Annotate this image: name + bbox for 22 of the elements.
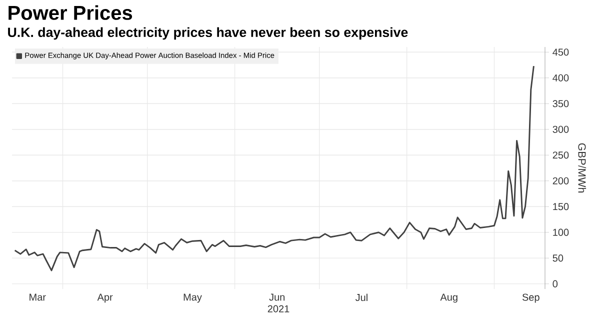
x-axis-title: 2021: [268, 305, 290, 312]
y-tick-label: 100: [553, 228, 569, 236]
y-tick-label: 350: [552, 100, 569, 108]
y-tick-label: 300: [552, 126, 569, 133]
y-tick-label: 400: [552, 74, 569, 82]
chart-title: Power Prices: [8, 5, 132, 20]
y-tick-label: 0: [552, 280, 558, 288]
x-tick-label: Aug: [440, 294, 458, 303]
x-tick-label: May: [184, 294, 202, 303]
y-tick-label: 50: [552, 254, 564, 262]
line-series: [14, 65, 534, 272]
x-tick-label: Jul: [355, 294, 368, 302]
x-tick-label: Apr: [97, 294, 113, 303]
y-axis-title: GBP/MWh: [578, 143, 586, 192]
y-tick-label: 150: [553, 203, 569, 210]
x-tick-label: Sep: [522, 294, 540, 303]
y-tick-label: 450: [552, 48, 569, 56]
x-tick-label: Jun: [269, 294, 285, 301]
y-tick-label: 250: [552, 152, 569, 159]
chart-subtitle: U.K. day-ahead electricity prices have never been so expensive: [8, 27, 408, 40]
y-tick-label: 200: [552, 177, 569, 184]
x-tick-label: Mar: [30, 294, 46, 301]
